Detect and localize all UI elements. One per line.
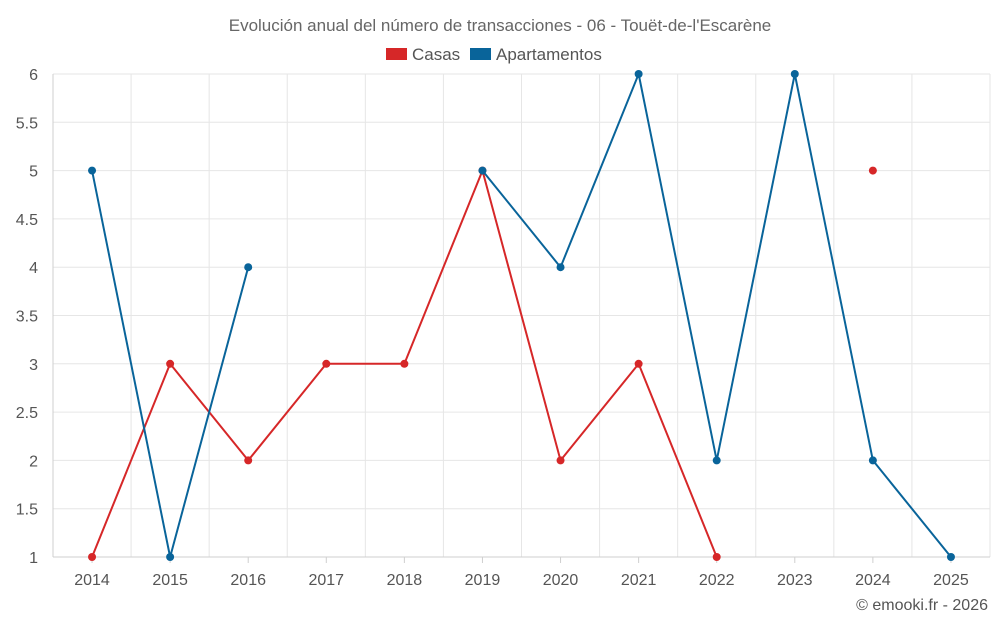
data-point-apartamentos[interactable] — [712, 456, 721, 465]
data-point-casas[interactable] — [244, 456, 253, 465]
data-point-casas[interactable] — [166, 359, 175, 368]
x-axis-ticks: 2014 2015 2016 2017 2018 2019 2020 2021 2022 2023… — [74, 557, 969, 589]
x-tick-label: 2019 — [465, 572, 501, 589]
y-tick-label: 3.5 — [16, 309, 38, 326]
axes — [52, 74, 990, 558]
series-casas — [88, 166, 877, 561]
x-tick-label: 2020 — [543, 572, 579, 589]
data-point-apartamentos[interactable] — [634, 70, 643, 78]
data-point-casas[interactable] — [868, 166, 877, 175]
data-point-casas[interactable] — [400, 359, 409, 368]
x-tick-label: 2021 — [621, 572, 657, 589]
y-tick-label: 1 — [29, 550, 38, 567]
chart-title: Evolución anual del número de transaccio… — [229, 16, 772, 35]
y-tick-label: 5 — [29, 164, 38, 181]
y-tick-label: 2.5 — [16, 405, 38, 422]
data-point-apartamentos[interactable] — [556, 263, 565, 272]
y-tick-label: 4.5 — [16, 212, 38, 229]
y-tick-label: 2 — [29, 453, 38, 470]
data-point-apartamentos[interactable] — [166, 553, 175, 561]
data-point-apartamentos[interactable] — [88, 166, 97, 175]
x-tick-label: 2022 — [699, 572, 735, 589]
data-point-casas[interactable] — [322, 359, 331, 368]
x-tick-label: 2023 — [777, 572, 813, 589]
legend-swatch-casas — [386, 48, 407, 60]
data-point-casas[interactable] — [634, 359, 643, 368]
y-tick-label: 6 — [29, 67, 38, 84]
data-point-casas[interactable] — [88, 553, 97, 561]
x-tick-label: 2017 — [308, 572, 344, 589]
x-tick-label: 2015 — [152, 572, 188, 589]
data-point-casas[interactable] — [556, 456, 565, 465]
x-tick-label: 2016 — [230, 572, 266, 589]
y-axis-ticks: 1 1.5 2 2.5 3 3.5 4 4.5 5 5.5 6 — [16, 67, 38, 567]
legend-swatch-apartamentos — [470, 48, 491, 60]
legend-label-casas: Casas — [412, 45, 460, 64]
series-apartamentos — [88, 70, 955, 561]
y-tick-label: 5.5 — [16, 115, 38, 132]
credit-text: © emooki.fr - 2026 — [856, 597, 988, 614]
data-point-casas[interactable] — [712, 553, 721, 561]
y-tick-label: 1.5 — [16, 502, 38, 519]
y-tick-label: 4 — [29, 260, 38, 277]
legend-label-apartamentos: Apartamentos — [496, 45, 602, 64]
data-point-apartamentos[interactable] — [244, 263, 253, 272]
data-point-apartamentos[interactable] — [868, 456, 877, 465]
series-group — [88, 70, 955, 561]
legend: Casas Apartamentos — [386, 45, 602, 64]
x-tick-label: 2024 — [855, 572, 891, 589]
data-point-apartamentos[interactable] — [790, 70, 799, 78]
x-tick-label: 2018 — [387, 572, 423, 589]
x-tick-label: 2025 — [933, 572, 969, 589]
y-tick-label: 3 — [29, 357, 38, 374]
data-point-apartamentos[interactable] — [946, 553, 955, 561]
data-point-apartamentos[interactable] — [478, 166, 487, 175]
x-tick-label: 2014 — [74, 572, 110, 589]
